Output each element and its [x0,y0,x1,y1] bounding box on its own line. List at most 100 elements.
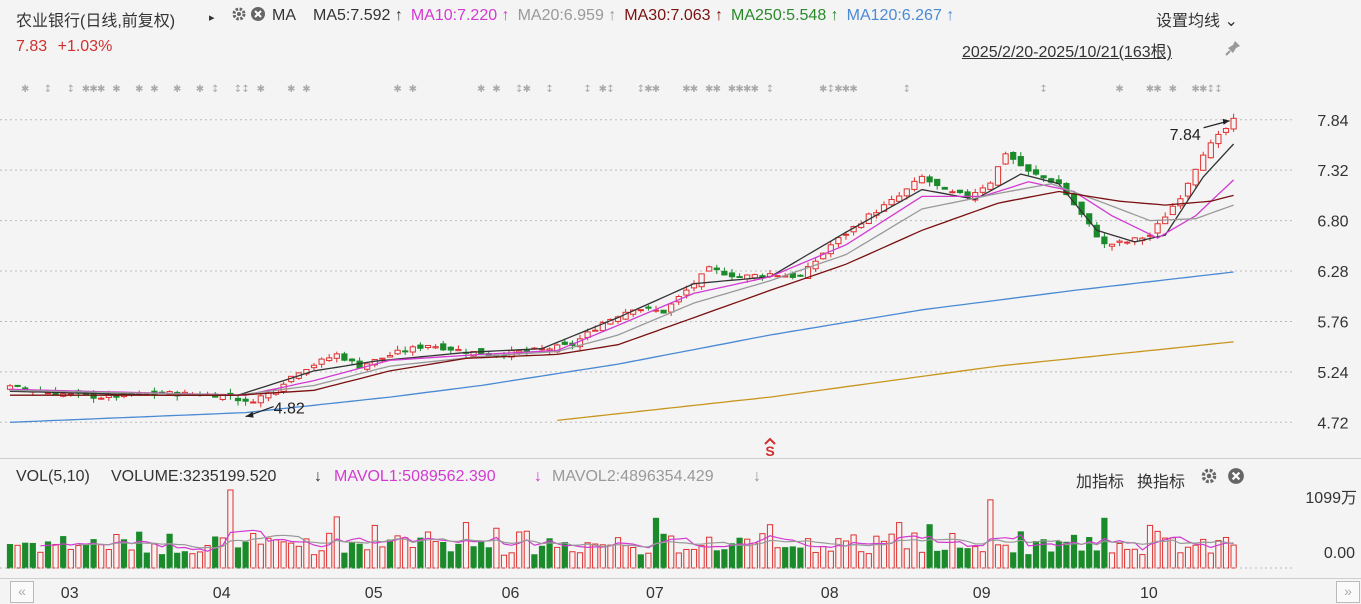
volume-bar [1162,537,1169,569]
candle-body [257,395,264,404]
volume-bar [6,544,14,569]
volume-bar [956,547,964,569]
event-marker-icon: ↕ [67,84,75,95]
ma-close-icon[interactable] [250,6,266,27]
candle [827,240,834,258]
ma-item-0: MA5:7.592 ↑ [313,7,403,24]
volume-bar [189,553,196,569]
volume-bar [584,542,591,569]
candle-body [804,266,812,280]
settings-chevron-icon: ⌄ [1224,13,1238,30]
candle-body [842,233,850,236]
scroll-left-button[interactable]: « [10,581,34,603]
candle [1162,212,1169,225]
scroll-right-button[interactable]: » [1336,581,1360,603]
mavol2-line [78,534,1234,549]
volume-bar [759,533,766,569]
volume-bar [941,549,948,569]
candle-body [903,188,910,197]
volume-bar [136,531,143,569]
volume-bar [250,533,257,569]
volume-bar [280,541,287,569]
month-label: 05 [364,585,383,602]
candle-body [956,189,964,194]
volume-bar [348,542,356,569]
volume-bar [850,534,857,569]
event-marker-icon: ✱ [652,84,660,95]
candle-body [888,198,895,206]
high-arrow-head [1222,118,1230,125]
volume-bar [204,544,211,569]
volume-bar [1207,552,1214,569]
event-marker-icon: ✱ [735,84,743,95]
candle [402,346,409,355]
volume-gear-icon[interactable] [1200,467,1218,490]
volume-bar [637,554,644,569]
ma-item-5: MA120:6.267 ↑ [846,7,955,24]
volume-bar [462,522,470,569]
volume-bar [721,549,728,569]
volume-bar [858,551,865,569]
candle-body [1116,240,1123,243]
volume-bar [896,522,903,569]
candle [1002,151,1009,165]
price-chart[interactable]: 7.847.326.806.285.765.244.72✱ ↕ ↕ ✱ ✱ ✱ ✱ ✱ ✱ ✱ ✱ ↕… [0,60,1361,458]
y-tick-label: 7.32 [1317,163,1348,180]
volume-bar [341,552,348,569]
volume-close-icon[interactable] [1227,467,1245,490]
volume-bar [1124,548,1131,569]
volume-chart[interactable] [0,480,1361,578]
event-marker-icon: ✱ [644,84,652,95]
ma-gear-icon[interactable] [231,6,247,27]
candle [1124,241,1131,245]
candle [394,345,401,355]
event-marker-icon: ✱ [196,84,204,95]
volume-bar [113,534,120,569]
candle [979,184,986,195]
candle [1040,175,1047,183]
event-marker-icon: ✱ [834,84,842,95]
volume-bar [979,551,986,569]
ma-line-ma5 [9,143,1235,396]
candle [257,394,264,408]
volume-bar [310,554,318,569]
title-dropdown-icon[interactable]: ▸ [209,12,215,24]
vol-label[interactable]: VOL(5,10) [16,468,90,485]
volume-bar [911,532,918,569]
candle [926,174,933,187]
candle-body [1010,152,1017,160]
candle-body [934,178,941,187]
candle [242,396,249,406]
time-axis: « » 03 04 05 06 07 08 09 10 [0,578,1361,604]
candle [1017,152,1024,167]
candle [736,273,743,279]
candle-body [1124,241,1131,244]
candle-body [827,244,834,255]
candle [994,166,1002,187]
candle [728,268,736,281]
candle [637,309,644,313]
add-indicator-button[interactable]: 加指标 [1076,474,1125,491]
volume-bar [1200,538,1207,569]
volume-bar [934,550,941,569]
volume-bar [789,546,796,569]
volume-bar [994,544,1002,569]
pin-icon[interactable] [1224,39,1242,62]
settings-ma-button[interactable]: 设置均线 ⌄ [1156,7,1238,31]
volume-bar [75,545,82,569]
candle [341,351,348,362]
stock-title[interactable]: 农业银行(日线,前复权) [16,13,176,30]
date-range[interactable]: 2025/2/20-2025/10/21(163根) [962,44,1172,61]
volume-bar [668,535,675,569]
volume-bar [181,551,188,569]
event-marker-icon: ✱ [1115,84,1123,95]
volume-bar [630,547,637,569]
volume-bar [295,545,302,569]
candle-body [1184,182,1192,197]
candle-body [918,175,926,184]
volume-bar [1230,544,1237,569]
switch-indicator-button[interactable]: 换指标 [1137,474,1186,491]
volume-bar [143,552,150,569]
volume-bar [227,489,234,569]
volume-bar [493,527,500,569]
